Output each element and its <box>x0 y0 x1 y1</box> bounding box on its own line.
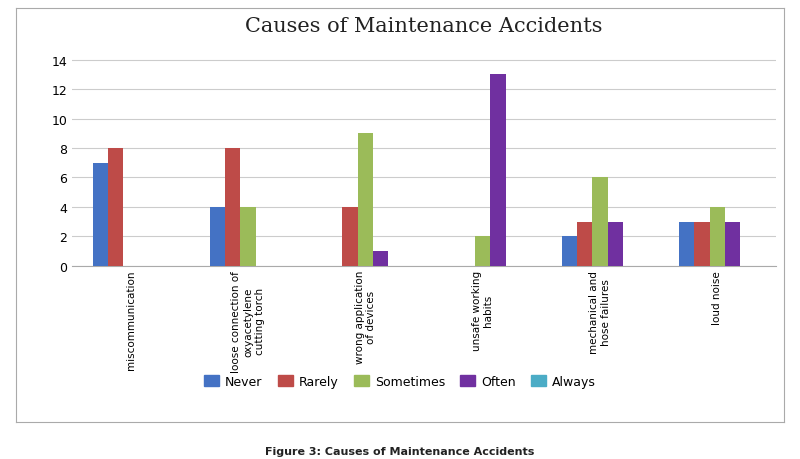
Legend: Never, Rarely, Sometimes, Often, Always: Never, Rarely, Sometimes, Often, Always <box>199 370 601 393</box>
Bar <box>225 149 240 266</box>
Bar <box>577 222 592 266</box>
Bar <box>240 207 256 266</box>
Bar <box>679 222 694 266</box>
Bar <box>342 207 358 266</box>
Bar <box>373 252 388 266</box>
Title: Causes of Maintenance Accidents: Causes of Maintenance Accidents <box>246 17 602 36</box>
Bar <box>562 237 577 266</box>
Bar <box>93 163 108 266</box>
Bar <box>490 75 506 266</box>
Bar <box>725 222 740 266</box>
Bar <box>592 178 608 266</box>
Text: Figure 3: Causes of Maintenance Accidents: Figure 3: Causes of Maintenance Accident… <box>266 447 534 456</box>
Bar <box>475 237 490 266</box>
Bar <box>710 207 725 266</box>
Bar <box>210 207 225 266</box>
Bar <box>608 222 623 266</box>
Bar <box>358 134 373 266</box>
Bar <box>694 222 710 266</box>
Bar <box>108 149 123 266</box>
